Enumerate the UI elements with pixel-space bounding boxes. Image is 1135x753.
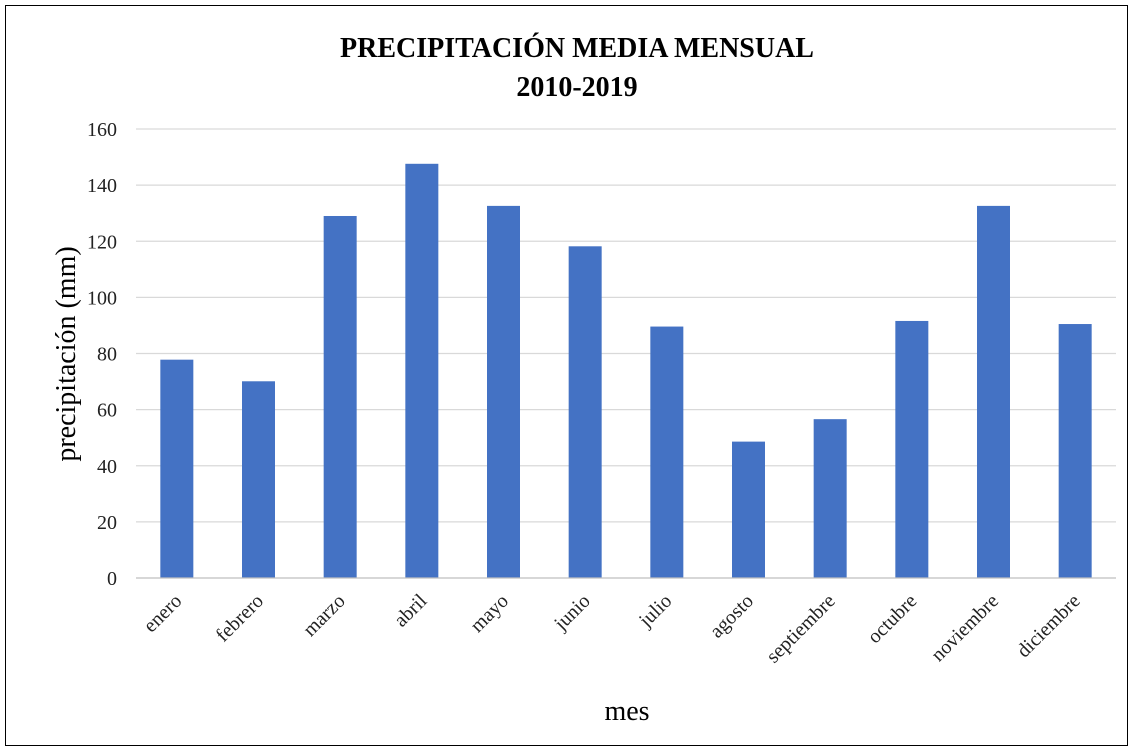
x-tick-label: octubre	[863, 590, 921, 648]
y-tick-label: 80	[97, 344, 117, 366]
bar-octubre	[895, 320, 929, 578]
y-tick-label: 140	[87, 175, 117, 197]
y-tick-label: 20	[97, 512, 117, 534]
x-tick-label: abril	[390, 590, 432, 632]
y-tick-label: 60	[97, 400, 117, 422]
bar-mayo	[487, 205, 520, 579]
bar-diciembre	[1058, 324, 1092, 578]
y-axis-label: precipitación (mm)	[51, 246, 82, 461]
x-tick-label: noviembre	[927, 590, 1003, 666]
bar-septiembre	[813, 419, 847, 578]
x-tick-label: diciembre	[1013, 590, 1085, 662]
bar-abril	[405, 163, 439, 579]
chart-subtitle: 2010-2019	[516, 72, 637, 103]
bar-noviembre	[977, 205, 1010, 579]
x-axis-ticks: enero febrero marzo abril mayo junio julio agos…	[139, 590, 1084, 668]
bar-marzo	[323, 215, 357, 578]
chart-title: PRECIPITACIÓN MEDIA MENSUAL	[340, 33, 814, 64]
x-tick-label: agosto	[706, 590, 758, 642]
x-tick-label: julio	[634, 590, 676, 632]
y-tick-label: 120	[87, 231, 117, 253]
x-tick-label: febrero	[212, 590, 268, 646]
bar-julio	[650, 326, 684, 578]
x-tick-label: enero	[139, 590, 186, 637]
bars	[160, 163, 1092, 579]
y-tick-label: 160	[87, 119, 117, 141]
y-tick-label: 100	[87, 287, 117, 309]
x-tick-label: junio	[549, 590, 594, 635]
bar-febrero	[242, 381, 275, 578]
x-tick-label: marzo	[299, 590, 350, 641]
bar-junio	[568, 246, 602, 578]
y-axis-ticks: 0 20 40 60 80 100 120 140 160	[87, 119, 117, 590]
x-tick-label: mayo	[466, 590, 513, 637]
y-tick-label: 0	[107, 568, 117, 590]
bar-enero	[160, 359, 194, 578]
x-axis-label: mes	[604, 696, 649, 727]
y-tick-label: 40	[97, 456, 117, 478]
x-tick-label: septiembre	[762, 590, 840, 668]
bar-agosto	[732, 441, 765, 578]
gridlines	[136, 128, 1116, 523]
